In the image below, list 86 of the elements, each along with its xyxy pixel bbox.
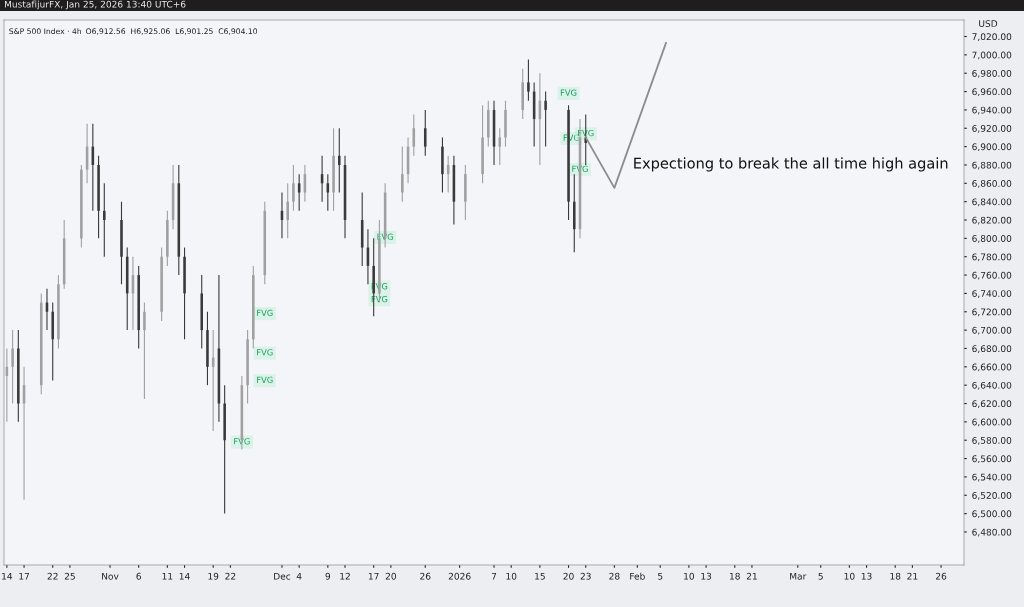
x-tick-label: Feb — [630, 572, 645, 580]
x-tick-label: 10 — [844, 572, 855, 580]
y-tick-label: 6,880.00 — [972, 161, 1012, 170]
x-tick-label: 14 — [2, 572, 13, 580]
y-axis-title: USD — [979, 20, 998, 27]
y-tick-label: 6,640.00 — [972, 381, 1012, 390]
x-tick-label: 12 — [340, 572, 350, 580]
y-tick-label: 6,580.00 — [972, 436, 1012, 445]
y-tick-label: 6,540.00 — [972, 473, 1012, 482]
x-tick-label: 10 — [684, 572, 695, 580]
y-tick-label: 6,700.00 — [972, 326, 1012, 335]
x-tick-label: 26 — [935, 572, 947, 580]
y-tick-label: 6,960.00 — [972, 88, 1012, 97]
candlestick — [337, 127, 341, 194]
x-tick-label: 18 — [890, 572, 901, 580]
y-tick-label: 6,720.00 — [972, 308, 1012, 317]
x-tick-label: Dec — [274, 572, 291, 580]
annotation: FVG — [234, 438, 250, 445]
y-tick-label: 6,500.00 — [972, 510, 1012, 519]
y-tick-label: 6,620.00 — [972, 400, 1012, 408]
x-tick-label: 6 — [136, 572, 141, 580]
candlestick — [423, 109, 427, 157]
candlestick — [292, 164, 295, 212]
x-tick-label: 20 — [563, 572, 574, 580]
x-tick-label: 21 — [746, 572, 757, 580]
y-tick-label: 6,920.00 — [972, 125, 1012, 133]
annotation: FVG — [257, 376, 273, 383]
annotation: Expectiong to break the all time high again — [634, 157, 948, 172]
x-tick-label: 13 — [861, 572, 872, 580]
y-tick-label: 6,940.00 — [972, 106, 1012, 115]
x-tick-label: 10 — [506, 572, 517, 580]
text: MustafijurFX, Jan 25, 2026 13:40 UTC+6 — [4, 0, 186, 10]
candlestick — [498, 127, 502, 166]
x-tick-label: 25 — [64, 572, 75, 580]
x-tick-label: 11 — [162, 572, 173, 580]
y-tick-label: 7,000.00 — [972, 51, 1012, 60]
y-tick-label: 6,740.00 — [972, 290, 1012, 298]
candlestick — [120, 201, 123, 285]
x-tick-label: 21 — [907, 572, 918, 580]
x-tick-label: 5 — [658, 572, 663, 580]
annotation: FVG — [257, 309, 273, 317]
candlestick — [504, 100, 507, 148]
x-tick-label: 17 — [19, 572, 30, 580]
y-tick-label: 6,860.00 — [972, 180, 1012, 188]
y-tick-label: 6,980.00 — [972, 69, 1012, 78]
y-tick-label: 6,480.00 — [972, 528, 1012, 537]
y-tick-label: 6,680.00 — [972, 345, 1012, 353]
x-tick-label: 9 — [325, 572, 331, 580]
x-tick-label: 15 — [535, 572, 545, 580]
y-tick-label: 6,840.00 — [972, 198, 1012, 207]
candlestick — [103, 182, 106, 258]
x-tick-label: 7 — [491, 572, 497, 580]
x-tick-label: 14 — [179, 572, 190, 580]
x-tick-label: 20 — [385, 572, 397, 580]
x-tick-label: 18 — [729, 572, 740, 580]
candlestick — [544, 91, 547, 148]
x-tick-label: 22 — [47, 572, 58, 580]
y-tick-label: 6,560.00 — [972, 455, 1012, 464]
x-tick-label: 2026 — [448, 572, 471, 580]
x-tick-label: Nov — [102, 572, 119, 580]
y-tick-label: 6,520.00 — [972, 492, 1012, 500]
annotation: FVG — [257, 349, 273, 356]
x-tick-label: 28 — [609, 572, 620, 580]
candlestick — [527, 58, 530, 102]
y-tick-label: 6,820.00 — [972, 216, 1012, 225]
candlestick — [11, 329, 14, 405]
candlestick — [143, 302, 146, 400]
x-tick-label: Mar — [790, 572, 807, 580]
x-tick-label: 19 — [208, 572, 219, 580]
candlestick — [401, 146, 404, 203]
y-tick-label: 6,660.00 — [972, 363, 1012, 372]
y-tick-label: 7,020.00 — [972, 33, 1012, 41]
x-tick-label: 17 — [368, 572, 379, 580]
y-tick-label: 6,600.00 — [972, 418, 1012, 427]
y-tick-label: 6,780.00 — [972, 253, 1012, 262]
x-tick-label: 13 — [701, 572, 712, 580]
x-tick-label: 5 — [818, 572, 823, 580]
x-tick-label: 23 — [580, 572, 591, 580]
x-tick-label: 22 — [225, 572, 236, 580]
x-tick-label: 26 — [420, 572, 431, 580]
candlestick — [286, 182, 289, 239]
annotation: FVG — [560, 89, 577, 96]
y-tick-label: 6,900.00 — [972, 143, 1012, 152]
x-tick-label: 4 — [296, 572, 302, 580]
y-tick-label: 6,800.00 — [972, 235, 1012, 243]
y-tick-label: 6,760.00 — [972, 271, 1012, 280]
